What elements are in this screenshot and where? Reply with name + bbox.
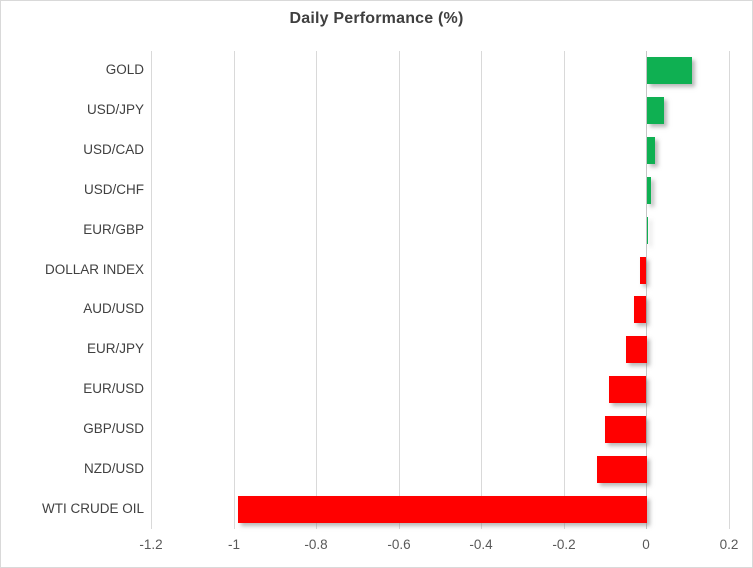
category-label-gbp-usd: GBP/USD bbox=[83, 421, 144, 436]
category-label-eur-jpy: EUR/JPY bbox=[86, 341, 144, 356]
gridline bbox=[316, 51, 317, 529]
gridline bbox=[564, 51, 565, 529]
bar-gold bbox=[647, 57, 692, 84]
gridline bbox=[234, 51, 235, 529]
bar-eur-usd bbox=[609, 376, 646, 403]
x-tick-label: -1.2 bbox=[139, 537, 163, 552]
gridline bbox=[399, 51, 400, 529]
category-label-usd-chf: USD/CHF bbox=[84, 182, 144, 197]
x-tick-label: 0 bbox=[642, 537, 650, 552]
x-tick-label: -0.6 bbox=[387, 537, 411, 552]
x-tick-label: -1 bbox=[227, 537, 240, 552]
zero-axis-line bbox=[646, 51, 647, 529]
x-tick-label: -0.8 bbox=[304, 537, 328, 552]
category-label-nzd-usd: NZD/USD bbox=[84, 461, 144, 476]
bar-dollar-index bbox=[640, 257, 646, 284]
bar-wti-crude-oil bbox=[238, 496, 647, 523]
bar-usd-chf bbox=[647, 177, 651, 204]
gridline bbox=[151, 51, 152, 529]
x-tick-label: 0.2 bbox=[719, 537, 739, 552]
category-label-wti-crude-oil: WTI CRUDE OIL bbox=[41, 501, 144, 516]
bar-aud-usd bbox=[634, 296, 646, 323]
chart-title: Daily Performance (%) bbox=[289, 10, 464, 27]
category-label-eur-usd: EUR/USD bbox=[83, 381, 144, 396]
gridline bbox=[481, 51, 482, 529]
bar-eur-gbp bbox=[647, 217, 648, 244]
category-label-dollar-index: DOLLAR INDEX bbox=[44, 262, 144, 277]
gridline bbox=[729, 51, 730, 529]
x-tick-label: -0.4 bbox=[469, 537, 493, 552]
category-label-eur-gbp: EUR/GBP bbox=[83, 222, 144, 237]
bar-usd-jpy bbox=[647, 97, 664, 124]
bar-eur-jpy bbox=[626, 336, 647, 363]
bar-gbp-usd bbox=[605, 416, 646, 443]
category-label-usd-jpy: USD/JPY bbox=[86, 102, 144, 117]
category-label-aud-usd: AUD/USD bbox=[83, 301, 144, 316]
x-tick-label: -0.2 bbox=[552, 537, 576, 552]
bar-usd-cad bbox=[647, 137, 655, 164]
category-label-gold: GOLD bbox=[105, 62, 144, 77]
category-label-usd-cad: USD/CAD bbox=[83, 142, 144, 157]
bar-nzd-usd bbox=[597, 456, 647, 483]
